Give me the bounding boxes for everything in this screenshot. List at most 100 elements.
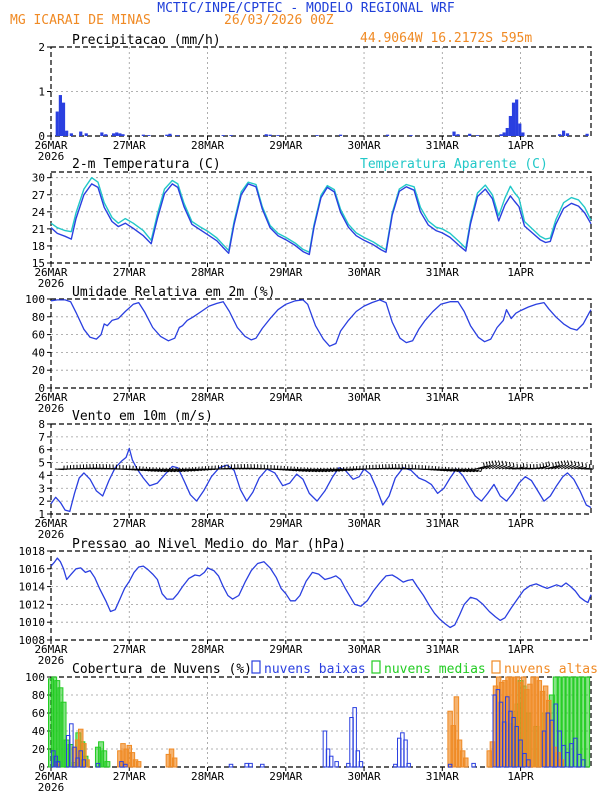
wind-barb (505, 461, 508, 466)
wind-barb (176, 468, 186, 472)
wind-barb (166, 468, 176, 473)
wind-barb (518, 467, 528, 470)
legend-high-swatch (491, 660, 501, 674)
humidity-xtick-label: 29MAR (269, 391, 302, 404)
precip-bar (112, 133, 116, 136)
wind-barb (541, 465, 550, 470)
clouds-panel: 0 20 40 60 80 100 26MAR 27MAR 28MAR 29MAR 30MAR 31M… (25, 671, 592, 792)
wind-barb (537, 465, 547, 470)
precip-bar (511, 102, 516, 136)
precip-bar (585, 133, 589, 136)
humidity-xtick-label: 1APR (507, 391, 534, 404)
cloud-low-bar (78, 750, 83, 768)
wind-barb (459, 468, 468, 473)
temp-xtick-label: 1APR (507, 266, 534, 279)
pressure-xtick-label: 30MAR (347, 643, 380, 656)
wind-barb (574, 460, 577, 466)
wind-barb (554, 464, 563, 470)
humidity-xtick-label: 26MAR (34, 391, 67, 404)
wind-barb (577, 466, 587, 470)
precip-xtick-label: 29MAR (269, 139, 302, 152)
cloud-low-bar (81, 759, 87, 768)
wind-barb (497, 460, 501, 465)
precip-bar (475, 135, 480, 136)
cloud-low-bar (355, 750, 361, 768)
precip-xtick-label: 28MAR (191, 139, 224, 152)
wind-barb (548, 461, 551, 466)
pressure-xtick-label: 1APR (507, 643, 534, 656)
precip-ytick-label: 2 (38, 41, 45, 54)
cloud-high-bar (135, 761, 142, 768)
clouds-ytick-label: 60 (32, 707, 45, 720)
clouds-ytick-label: 40 (32, 725, 45, 738)
wind-barb (498, 464, 508, 470)
precip-bar (518, 123, 522, 136)
wind-barb (150, 468, 160, 473)
cloud-low-bar (580, 759, 586, 768)
wind-barb (560, 460, 563, 466)
temp-apparent-line (50, 177, 592, 253)
pressure-xtick-label: 29MAR (269, 643, 302, 656)
cloud-low-bar (328, 755, 334, 768)
wind-barb (324, 468, 334, 473)
humidity-ytick-label: 80 (32, 311, 45, 324)
temp-apparent-label: Temperatura Aparente (C) (360, 157, 548, 172)
wind-barb (344, 468, 354, 471)
header-location: MG ICARAI DE MINAS (10, 13, 151, 28)
temp-ytick-label: 15 (32, 257, 45, 270)
wind-barb (468, 468, 478, 473)
humidity-xtick-label: 28MAR (191, 391, 224, 404)
temp-xtick-label: 27MAR (113, 266, 146, 279)
precip-bar (176, 135, 180, 136)
wind-barb (577, 461, 580, 466)
wind-barb (563, 460, 567, 465)
wind-barb (186, 468, 196, 472)
wind-xtick-label: 26MAR (34, 517, 67, 530)
precip-bar (55, 111, 59, 136)
clouds-ytick-label: 0 (38, 761, 45, 774)
wind-barb (514, 466, 524, 470)
temp-ytick-label: 21 (32, 223, 45, 236)
cloud-low-bar (403, 739, 408, 768)
pressure-xtick-label: 26MAR (34, 643, 67, 656)
legend-high-label: nuvens altas (504, 662, 598, 677)
legend-mid-label: nuvens medias (384, 662, 486, 677)
humidity-title: Umidade Relativa em 2m (%) (72, 285, 276, 300)
wind-speed-line (50, 447, 592, 513)
wind-barb (560, 464, 570, 470)
wind-barb (551, 464, 560, 470)
precip-bar (558, 134, 562, 136)
precip-ytick-label: 1 (38, 86, 45, 99)
wind-barb (485, 464, 494, 470)
precip-bar (456, 134, 460, 136)
wind-barb (340, 468, 350, 472)
temp-ytick-label: 18 (32, 240, 45, 253)
pressure-ytick-label: 1008 (19, 634, 46, 647)
precip-title: Precipitacao (mm/h) (72, 33, 221, 48)
precip-bar (468, 133, 472, 136)
clouds-xtick-label: 29MAR (269, 770, 302, 783)
cloud-low-bar (228, 763, 234, 768)
cloud-low-bar (95, 762, 101, 768)
wind-barb (508, 467, 518, 470)
pressure-xtick-label: 28MAR (191, 643, 224, 656)
wind-year-label: 2026 (38, 528, 65, 541)
wind-barb (482, 464, 491, 470)
wind-xtick-label: 31MAR (426, 517, 459, 530)
temp-xtick-label: 28MAR (191, 266, 224, 279)
precip-bar (141, 134, 145, 136)
wind-barb (159, 468, 169, 473)
precip-bar (508, 115, 512, 136)
wind-barb (140, 468, 150, 472)
temp-title: 2-m Temperatura (C) (72, 157, 221, 172)
wind-barb (179, 468, 189, 472)
cloud-low-bar (406, 762, 411, 768)
pressure-xtick-label: 31MAR (426, 643, 459, 656)
wind-barb (552, 462, 554, 467)
header-coords: 44.9064W 16.2172S 595m (360, 31, 532, 46)
wind-barb (542, 463, 545, 468)
wind-barb (465, 468, 475, 473)
wind-barb (173, 468, 183, 473)
precip-xtick-label: 26MAR (34, 139, 67, 152)
wind-barb (288, 468, 298, 472)
